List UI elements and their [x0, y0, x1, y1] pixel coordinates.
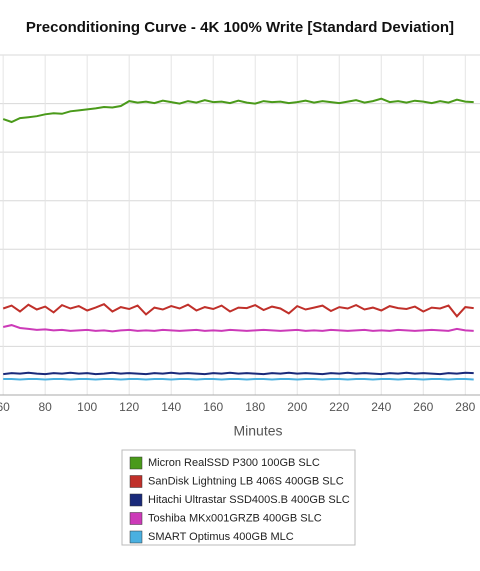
x-tick-label: 100: [77, 400, 97, 414]
legend-swatch: [129, 493, 143, 507]
x-tick-label: 200: [287, 400, 307, 414]
series-line: [2, 324, 474, 333]
x-axis-label: Minutes: [233, 423, 282, 439]
legend-label: SanDisk Lightning LB 406S 400GB SLC: [148, 475, 344, 487]
x-tick-label: 240: [371, 400, 391, 414]
x-tick-label: 80: [38, 400, 52, 414]
legend-label: Hitachi Ultrastar SSD400S.B 400GB SLC: [148, 494, 350, 506]
x-tick-label: 220: [329, 400, 349, 414]
legend-box: [121, 449, 356, 546]
series-line: [2, 97, 474, 124]
x-tick-label: 160: [203, 400, 223, 414]
legend-swatch: [129, 512, 143, 525]
x-tick-label: 280: [455, 400, 475, 414]
legend-label: SMART Optimus 400GB MLC: [148, 531, 294, 543]
legend-label: Micron RealSSD P300 100GB SLC: [148, 457, 320, 469]
series-line: [2, 303, 474, 318]
x-tick-label: 140: [161, 400, 181, 414]
x-tick-label: 180: [245, 400, 265, 414]
x-tick-label: 60: [0, 400, 10, 414]
series-line: [3, 371, 474, 376]
legend-swatch: [129, 530, 143, 544]
legend-swatch: [129, 475, 143, 488]
series-line: [3, 378, 474, 381]
chart-title: Preconditioning Curve - 4K 100% Write [S…: [26, 19, 454, 36]
x-tick-label: 260: [413, 400, 433, 414]
x-tick-label: 120: [119, 400, 139, 414]
legend-label: Toshiba MKx001GRZB 400GB SLC: [148, 512, 322, 524]
legend-swatch: [129, 456, 143, 470]
